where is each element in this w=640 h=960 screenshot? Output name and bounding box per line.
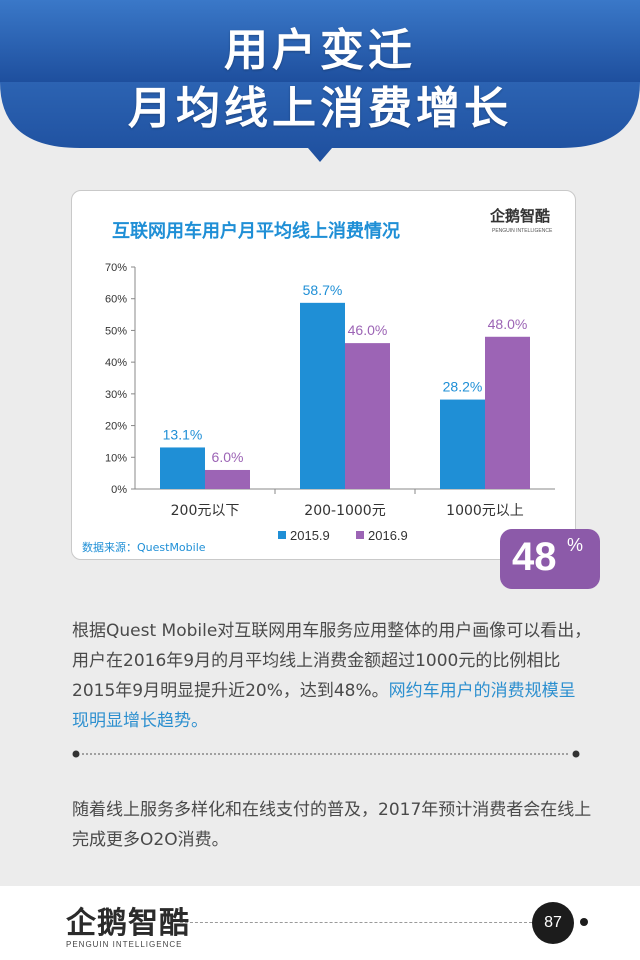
chart-card: 互联网用车用户月平均线上消费情况 企鹅智酷 PENGUIN INTELLIGEN…: [71, 190, 576, 560]
badge-value: 48: [512, 535, 557, 579]
y-tick-label: 0%: [111, 484, 127, 496]
page-dot-icon: [580, 918, 588, 926]
y-tick-label: 70%: [105, 262, 127, 274]
chart-source: 数据来源：QuestMobile: [82, 540, 206, 554]
legend-label: 2016.9: [368, 528, 408, 543]
data-label: 28.2%: [443, 379, 483, 395]
y-tick-label: 20%: [105, 421, 127, 433]
data-label: 6.0%: [212, 449, 244, 465]
x-tick-label: 1000元以上: [446, 503, 524, 519]
page-number: 87: [532, 902, 574, 944]
data-label: 46.0%: [348, 322, 388, 338]
legend-swatch-2015.9: [278, 531, 286, 539]
bar-2016.9-200元以下: [205, 469, 250, 489]
bar-2016.9-1000元以上: [485, 336, 530, 489]
bar-2015.9-200元以下: [160, 447, 205, 489]
page-title-line-2: 月均线上消费增长: [128, 83, 512, 134]
bar-2015.9-1000元以上: [440, 399, 485, 489]
data-label: 58.7%: [303, 282, 343, 298]
y-tick-label: 30%: [105, 389, 127, 401]
header-background: [0, 0, 640, 162]
y-tick-label: 40%: [105, 357, 127, 369]
legend-label: 2015.9: [290, 528, 330, 543]
bar-chart: 互联网用车用户月平均线上消费情况 企鹅智酷 PENGUIN INTELLIGEN…: [82, 207, 555, 554]
footer: 企鹅智酷 PENGUIN INTELLIGENCE 87: [0, 886, 640, 960]
paragraph-1-highlight: 网约车用户的消费规模呈现明显增长趋势。: [72, 681, 576, 731]
dotted-divider: [72, 750, 580, 758]
page-title-line-1: 用户变迁: [224, 25, 416, 76]
y-tick-label: 10%: [105, 452, 127, 464]
chart-logo-sub: PENGUIN INTELLIGENCE: [492, 228, 553, 234]
footer-logo: 企鹅智酷: [66, 906, 190, 941]
paragraph-1-text: 根据Quest Mobile对互联网用车服务应用整体的用户画像可以看出，用户在2…: [72, 621, 592, 701]
data-label: 48.0%: [488, 316, 528, 332]
data-label: 13.1%: [163, 426, 203, 442]
chart-title: 互联网用车用户月平均线上消费情况: [112, 220, 400, 242]
header-banner: 用户变迁 月均线上消费增长: [0, 0, 640, 162]
description-paragraph-1: 根据Quest Mobile对互联网用车服务应用整体的用户画像可以看出，用户在2…: [72, 616, 592, 736]
x-tick-label: 200元以下: [171, 503, 240, 519]
x-tick-label: 200-1000元: [304, 503, 385, 519]
legend-swatch-2016.9: [356, 531, 364, 539]
description-paragraph-2: 随着线上服务多样化和在线支付的普及，2017年预计消费者会在线上完成更多O2O消…: [72, 800, 592, 850]
y-tick-label: 50%: [105, 325, 127, 337]
footer-logo-sub: PENGUIN INTELLIGENCE: [66, 940, 183, 949]
y-tick-label: 60%: [105, 294, 127, 306]
footer-divider: [180, 922, 532, 923]
chart-logo: 企鹅智酷: [489, 207, 550, 225]
badge-unit: %: [567, 535, 584, 555]
bar-2015.9-200-1000元: [300, 302, 345, 489]
highlight-badge: 48 %: [500, 529, 600, 589]
bar-2016.9-200-1000元: [345, 343, 390, 489]
